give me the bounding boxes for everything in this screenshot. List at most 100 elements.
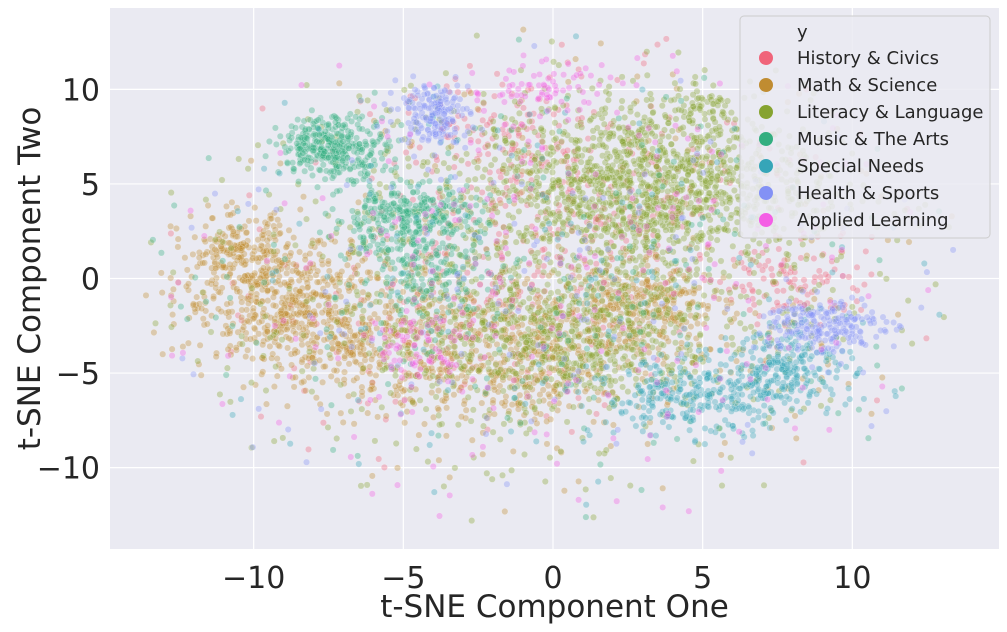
data-point <box>492 156 498 162</box>
data-point <box>703 197 709 203</box>
data-point <box>621 148 627 154</box>
data-point <box>475 106 481 112</box>
data-point <box>731 187 737 193</box>
data-point <box>417 144 423 150</box>
data-point <box>572 56 578 62</box>
data-point <box>277 230 283 236</box>
data-point <box>625 298 631 304</box>
data-point <box>590 419 596 425</box>
data-point <box>613 199 619 205</box>
data-point <box>324 411 330 417</box>
data-point <box>408 351 414 357</box>
data-point <box>245 166 251 172</box>
data-point <box>704 153 710 159</box>
data-point <box>589 352 595 358</box>
data-point <box>441 483 447 489</box>
data-point <box>532 129 538 135</box>
data-point <box>683 290 689 296</box>
data-point <box>734 310 740 316</box>
data-point <box>656 307 662 313</box>
data-point <box>452 344 458 350</box>
data-point <box>670 173 676 179</box>
data-point <box>372 438 378 444</box>
data-point <box>830 287 836 293</box>
data-point <box>868 271 874 277</box>
data-point <box>413 159 419 165</box>
data-point <box>502 508 508 514</box>
data-point <box>591 287 597 293</box>
data-point <box>228 245 234 251</box>
data-point <box>877 271 883 277</box>
data-point <box>716 225 722 231</box>
data-point <box>310 296 316 302</box>
data-point <box>704 315 710 321</box>
data-point <box>535 299 541 305</box>
data-point <box>685 334 691 340</box>
data-point <box>526 195 532 201</box>
data-point <box>531 316 537 322</box>
data-point <box>726 171 732 177</box>
data-point <box>143 292 149 298</box>
data-point <box>212 236 218 242</box>
data-point <box>575 395 581 401</box>
data-point <box>381 464 387 470</box>
data-point <box>692 314 698 320</box>
data-point <box>239 299 245 305</box>
data-point <box>661 329 667 335</box>
data-point <box>239 333 245 339</box>
data-point <box>570 345 576 351</box>
data-point <box>482 166 488 172</box>
data-point <box>546 295 552 301</box>
data-point <box>816 282 822 288</box>
data-point <box>374 414 380 420</box>
data-point <box>267 343 273 349</box>
data-point <box>312 198 318 204</box>
data-point <box>367 364 373 370</box>
data-point <box>634 111 640 117</box>
data-point <box>739 283 745 289</box>
data-point <box>660 342 666 348</box>
data-point <box>260 369 266 375</box>
data-point <box>555 323 561 329</box>
data-point <box>639 157 645 163</box>
data-point <box>309 240 315 246</box>
data-point <box>469 365 475 371</box>
data-point <box>265 287 271 293</box>
data-point <box>199 305 205 311</box>
data-point <box>705 306 711 312</box>
data-point <box>264 328 270 334</box>
data-point <box>708 179 714 185</box>
data-point <box>606 134 612 140</box>
data-point <box>209 215 215 221</box>
data-point <box>352 358 358 364</box>
data-point <box>672 80 678 86</box>
data-point <box>849 304 855 310</box>
data-point <box>685 172 691 178</box>
data-point <box>479 320 485 326</box>
data-point <box>568 182 574 188</box>
data-point <box>879 374 885 380</box>
data-point <box>534 217 540 223</box>
data-point <box>544 441 550 447</box>
data-point <box>175 236 181 242</box>
data-point <box>514 361 520 367</box>
data-point <box>168 230 174 236</box>
data-point <box>633 295 639 301</box>
data-point <box>366 350 372 356</box>
data-point <box>655 294 661 300</box>
data-point <box>410 399 416 405</box>
data-point <box>279 337 285 343</box>
data-point <box>727 165 733 171</box>
data-point <box>256 331 262 337</box>
data-point <box>500 388 506 394</box>
data-point <box>474 165 480 171</box>
data-point <box>543 168 549 174</box>
data-point <box>817 274 823 280</box>
data-point <box>292 242 298 248</box>
data-point <box>239 307 245 313</box>
data-point <box>715 165 721 171</box>
data-point <box>436 422 442 428</box>
data-point <box>665 174 671 180</box>
data-point <box>503 170 509 176</box>
data-point <box>510 448 516 454</box>
